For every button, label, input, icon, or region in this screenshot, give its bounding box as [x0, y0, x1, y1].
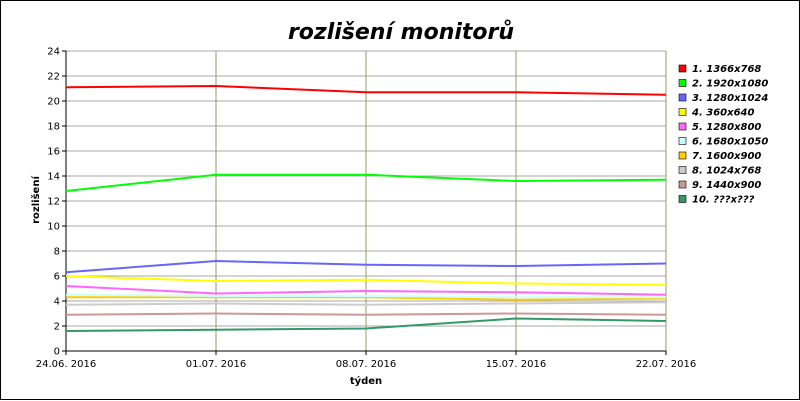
y-tick-label: 10: [47, 222, 60, 233]
legend-swatch: [678, 180, 687, 189]
legend-label: 3. 1280x1024: [692, 93, 768, 104]
x-axis-label: týden: [350, 375, 382, 387]
legend-label: 10. ???x???: [692, 195, 755, 206]
legend-label: 2. 1920x1080: [692, 79, 768, 90]
y-tick-label: 24: [47, 47, 60, 58]
y-tick-label: 8: [54, 247, 60, 258]
y-tick-label: 14: [47, 172, 60, 183]
legend-swatch: [678, 79, 687, 87]
series-line-7: [66, 296, 667, 301]
legend-swatch: [678, 93, 687, 102]
legend-swatch: [678, 137, 687, 145]
y-tick-label: 4: [54, 297, 60, 308]
y-tick-label: 18: [47, 122, 60, 133]
legend-swatch: [678, 195, 687, 203]
series-line-3: [65, 260, 667, 274]
y-axis-label: rozlišení: [30, 176, 42, 224]
x-tick-label: 01.07. 2016: [186, 359, 246, 370]
chart-title: rozlišení monitorů: [288, 19, 514, 45]
legend-label: 5. 1280x800: [692, 122, 761, 133]
y-tick-label: 2: [54, 322, 60, 333]
series-lines: [65, 85, 667, 332]
series-line-8: [65, 301, 667, 306]
x-tick-label: 24.06. 2016: [36, 359, 96, 370]
legend-swatch: [678, 64, 687, 73]
legend-label: 6. 1680x1050: [692, 137, 768, 148]
legend-swatch: [678, 122, 687, 131]
legend-swatch: [678, 151, 687, 160]
series-line-5: [65, 285, 667, 296]
x-tick-label: 15.07. 2016: [486, 359, 546, 370]
series-line-9: [65, 312, 667, 316]
legend: 1. 1366x768 2. 1920x1080 3. 1280x1024 4. 36…: [678, 64, 768, 206]
x-tick-label: 22.07. 2016: [636, 359, 696, 370]
series-line-10: [65, 317, 667, 332]
y-tick-label: 22: [47, 72, 60, 83]
y-tick-label: 16: [47, 147, 60, 158]
series-line-2: [65, 173, 667, 192]
y-tick-label: 0: [54, 347, 60, 358]
legend-label: 8. 1024x768: [692, 166, 761, 177]
legend-label: 1. 1366x768: [692, 64, 761, 75]
y-tick-label: 6: [54, 272, 60, 283]
series-line-4: [65, 275, 667, 286]
x-tick-label: 08.07. 2016: [336, 359, 396, 370]
grid: [65, 50, 667, 352]
series-line-6: [65, 293, 666, 299]
axes: [62, 50, 667, 355]
legend-label: 9. 1440x900: [692, 180, 761, 191]
legend-swatch: [678, 166, 687, 174]
y-tick-label: 20: [47, 97, 60, 108]
legend-label: 4. 360x640: [691, 108, 754, 119]
series-line-1: [65, 85, 667, 96]
legend-swatch: [678, 108, 687, 116]
legend-label: 7. 1600x900: [692, 151, 761, 162]
y-tick-label: 12: [47, 197, 60, 208]
